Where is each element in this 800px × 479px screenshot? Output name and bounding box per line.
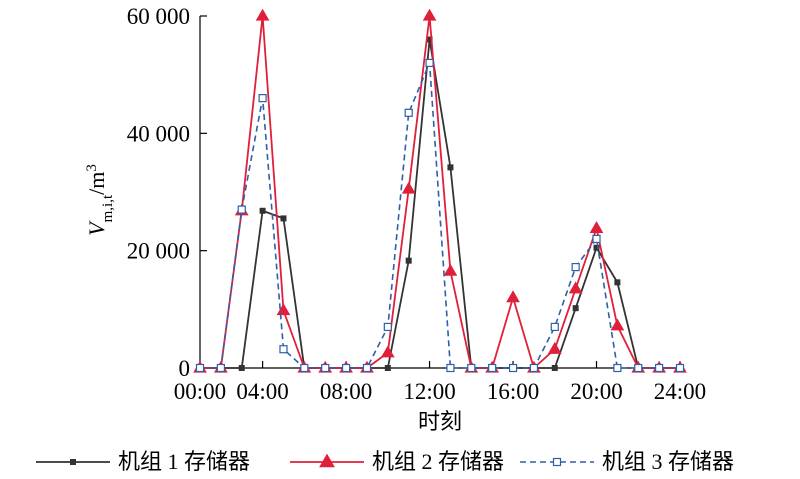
legend-label: 机组 2 存储器: [372, 449, 504, 474]
data-point: [614, 279, 621, 286]
y-axis-title-superscript: 3: [84, 164, 100, 172]
y-axis-title-unit: /m: [84, 172, 109, 195]
data-point: [280, 215, 287, 222]
series-1-line: [200, 38, 680, 369]
series-2: [193, 8, 687, 373]
series-3-line: [200, 62, 680, 369]
data-point: [488, 363, 497, 373]
data-point: [568, 281, 583, 294]
data-point: [550, 322, 559, 332]
data-point: [216, 363, 225, 373]
data-point: [238, 365, 245, 371]
data-point: [613, 363, 622, 373]
y-tick-label: 20 000: [127, 239, 190, 264]
data-point: [401, 181, 416, 194]
data-point: [384, 365, 391, 371]
data-point: [610, 318, 625, 331]
data-point: [300, 363, 309, 373]
legend-label: 机组 1 存储器: [118, 449, 250, 474]
x-tick-label: 04:00: [236, 379, 288, 404]
series-2-line: [200, 15, 680, 369]
data-point: [383, 322, 392, 332]
data-point: [237, 205, 246, 214]
data-point: [259, 207, 266, 214]
x-tick-label: 12:00: [403, 379, 455, 404]
data-point: [589, 221, 604, 233]
data-point: [321, 363, 330, 373]
data-point: [592, 234, 601, 244]
data-point: [506, 290, 520, 303]
data-point: [572, 305, 579, 312]
legend-marker: [70, 459, 76, 465]
data-point: [362, 363, 372, 373]
data-point: [675, 363, 685, 373]
data-point: [593, 244, 600, 251]
data-point: [446, 363, 455, 373]
y-tick-label: 60 000: [127, 4, 190, 29]
data-point: [655, 363, 664, 373]
data-point: [634, 363, 643, 373]
data-point: [195, 363, 205, 373]
x-axis-title: 时刻: [418, 409, 462, 434]
legend-label: 机组 3 存储器: [602, 449, 734, 474]
data-point: [447, 164, 454, 171]
data-point: [443, 263, 458, 276]
data-point: [467, 363, 476, 373]
data-point: [404, 108, 413, 117]
data-point: [276, 303, 291, 316]
series-1: [197, 36, 683, 371]
y-axis-title-subscript: m,i,t: [100, 194, 116, 222]
x-tick-label: 08:00: [320, 379, 372, 404]
x-tick-label: 24:00: [654, 379, 706, 404]
data-point: [425, 58, 434, 68]
legend-marker: [319, 453, 335, 468]
data-point: [279, 345, 288, 354]
data-point: [508, 363, 518, 373]
y-axis-title: Vm,i,t/m3: [84, 164, 116, 236]
legend: 机组 1 存储器 机组 2 存储器 机组 3 存储器: [36, 449, 734, 474]
data-point: [571, 262, 580, 272]
x-tick-label: 16:00: [487, 379, 539, 404]
data-point: [258, 94, 267, 103]
legend-marker: [552, 457, 562, 467]
series-3: [195, 58, 685, 373]
series-group: [193, 8, 687, 373]
data-point: [341, 363, 351, 373]
data-point: [405, 257, 412, 264]
data-point: [529, 363, 539, 373]
y-tick-label: 40 000: [127, 121, 190, 146]
data-point: [255, 8, 270, 21]
y-tick-label: 0: [179, 356, 191, 381]
data-point: [380, 345, 395, 358]
legend-item: 机组 3 存储器: [520, 449, 734, 474]
x-tick-label: 20:00: [570, 379, 622, 404]
legend-item: 机组 1 存储器: [36, 449, 250, 474]
data-point: [422, 8, 437, 21]
data-point: [547, 341, 562, 354]
axes: [199, 16, 680, 369]
x-tick-label: 00:00: [174, 379, 226, 404]
data-point: [551, 365, 558, 371]
legend-item: 机组 2 存储器: [290, 449, 504, 474]
y-axis-title-var: V: [84, 220, 109, 236]
axis-ticks: 0 20 000 40 000 60 000 00:00 04:00 08:00 12:00 1…: [127, 4, 706, 404]
